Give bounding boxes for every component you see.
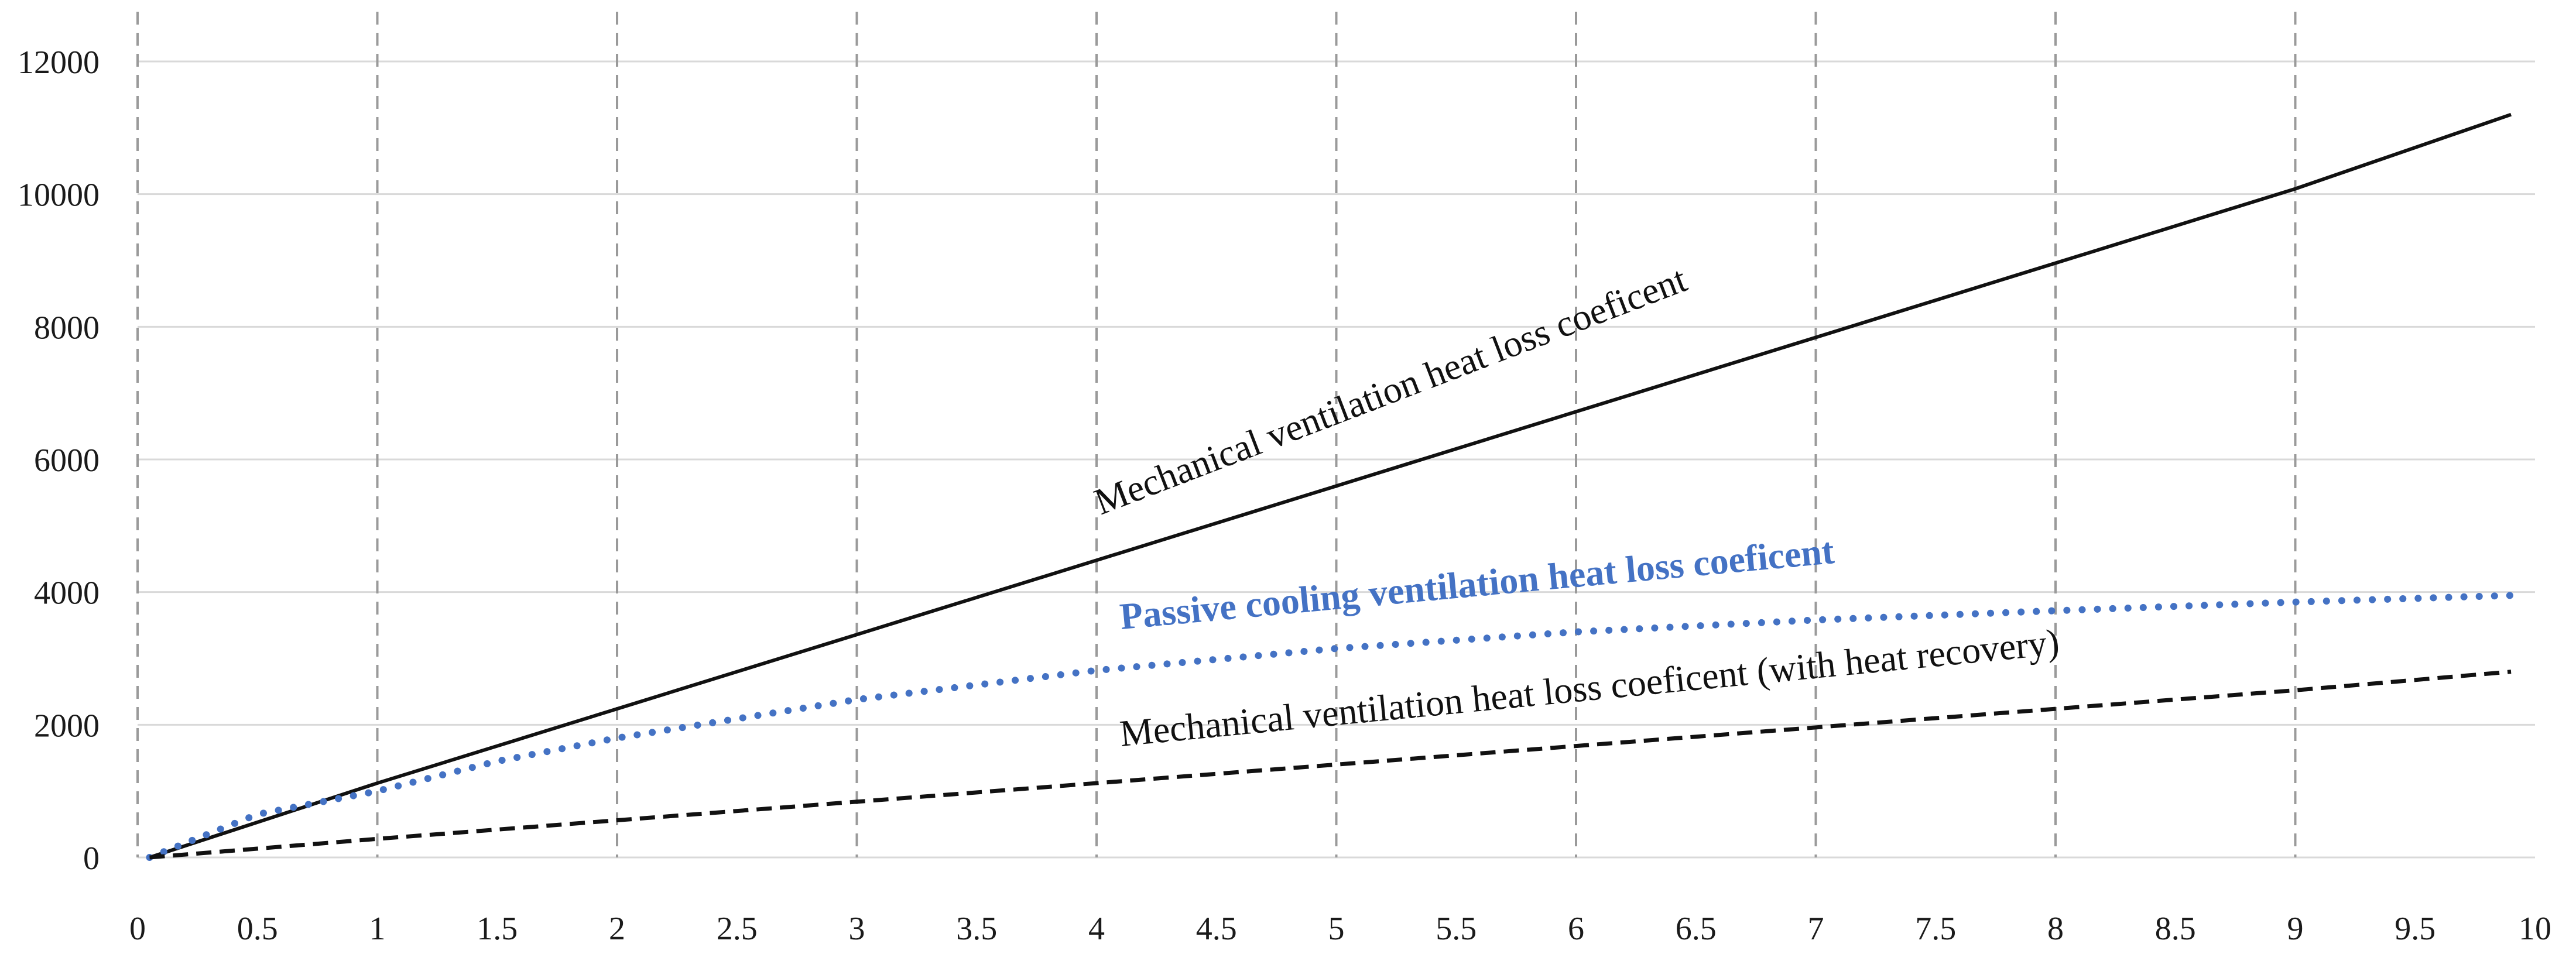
x-axis-tick-labels: 0 0.5 1 1.5 2 2.5 3 3.5 4 4.5 5 5.5 6 6.5 7 7.5 8 8.5 9 9.5… [129, 911, 2551, 947]
x-tick-label: 4 [1088, 911, 1105, 947]
series-layer [146, 112, 2515, 861]
x-tick-label: 5.5 [1436, 911, 1477, 947]
y-tick-label: 0 [83, 840, 100, 877]
annotation-mechanical-ventilation: Mechanical ventilation heat loss coefice… [1089, 258, 1693, 523]
y-tick-label: 8000 [34, 310, 100, 346]
y-tick-label: 12000 [18, 44, 100, 81]
x-tick-label: 9 [2287, 911, 2304, 947]
x-tick-label: 5 [1328, 911, 1345, 947]
x-tick-label: 0.5 [237, 911, 278, 947]
x-tick-label: 10 [2519, 911, 2551, 947]
x-tick-label: 2.5 [717, 911, 758, 947]
x-tick-label: 1 [369, 911, 386, 947]
y-tick-label: 4000 [34, 575, 100, 612]
x-tick-label: 2 [609, 911, 625, 947]
series-line-0 [149, 112, 2512, 859]
annotation-mechanical-heat-recovery: Mechanical ventilation heat loss coefice… [1118, 621, 2061, 754]
x-tick-label: 8 [2047, 911, 2064, 947]
y-tick-label: 6000 [34, 442, 100, 479]
x-tick-label: 6 [1568, 911, 1584, 947]
x-tick-label: 8.5 [2155, 911, 2196, 947]
y-tick-label: 2000 [34, 708, 100, 744]
series-line-2 [149, 670, 2512, 860]
y-axis-tick-labels: 0 2000 4000 6000 8000 10000 12000 [18, 44, 100, 877]
x-tick-label: 9.5 [2395, 911, 2435, 947]
x-tick-label: 1.5 [477, 911, 518, 947]
vertical-gridlines [136, 12, 2297, 857]
x-tick-label: 6.5 [1676, 911, 1717, 947]
x-tick-label: 7.5 [1915, 911, 1956, 947]
x-tick-label: 3 [849, 911, 865, 947]
x-tick-label: 7 [1808, 911, 1824, 947]
x-tick-label: 3.5 [956, 911, 997, 947]
y-tick-label: 10000 [18, 177, 100, 214]
annotation-passive-cooling: Passive cooling ventilation heat loss co… [1118, 530, 1837, 637]
x-tick-label: 4.5 [1196, 911, 1237, 947]
x-tick-label: 0 [129, 911, 146, 947]
